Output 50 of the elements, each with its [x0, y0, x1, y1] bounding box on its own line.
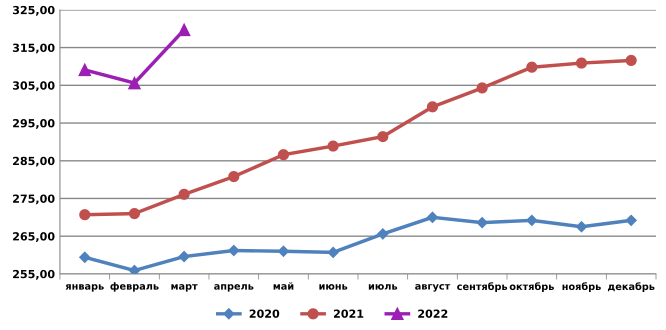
point	[79, 209, 90, 220]
point	[228, 244, 240, 256]
point	[377, 131, 388, 142]
x-tick-label: апрель	[214, 284, 254, 292]
y-tick-label: 295,00	[13, 119, 55, 129]
x-tick-label: июнь	[319, 284, 348, 290]
point	[178, 250, 190, 262]
point	[278, 149, 290, 160]
y-tick-label: 315,00	[12, 44, 55, 54]
x-tick-label: октябрь	[510, 282, 554, 292]
point	[576, 58, 588, 69]
x-tick-label: май	[274, 282, 294, 290]
point	[128, 76, 141, 90]
point	[328, 246, 339, 258]
point	[626, 54, 637, 66]
x-tick-label: ноябрь	[562, 282, 601, 292]
legend-label: 2022	[418, 309, 448, 318]
y-tick-label: 285,00	[13, 156, 55, 167]
y-tick-label: 305,00	[12, 81, 55, 92]
y-tick-label: 265,00	[13, 232, 55, 242]
point	[426, 212, 438, 223]
point	[328, 140, 339, 152]
x-tick-label: сентябрь	[457, 282, 508, 292]
point	[476, 217, 488, 228]
x-tick-label: август	[415, 284, 450, 292]
y-tick-label: 255,00	[13, 270, 55, 280]
point	[426, 101, 438, 112]
point	[128, 208, 140, 220]
point	[228, 171, 240, 182]
point	[79, 252, 90, 263]
point	[576, 221, 588, 232]
point	[526, 62, 538, 73]
x-tick-label: март	[171, 284, 198, 292]
point	[626, 214, 637, 226]
x-tick-label: январь	[66, 284, 104, 292]
x-tick-label: июль	[368, 284, 398, 290]
legend-label: 2021	[334, 309, 364, 318]
point	[377, 228, 388, 240]
point	[526, 214, 538, 226]
point	[78, 64, 92, 76]
x-tick-label: февраль	[110, 282, 159, 292]
point	[178, 188, 190, 200]
point	[476, 82, 488, 94]
y-tick-label: 275,00	[13, 194, 55, 204]
point	[278, 246, 290, 257]
point	[128, 264, 140, 274]
point	[178, 24, 190, 36]
x-tick-label: декабрь	[608, 282, 654, 292]
legend-label: 2020	[250, 309, 280, 318]
y-tick-label: 325,00	[12, 6, 55, 16]
